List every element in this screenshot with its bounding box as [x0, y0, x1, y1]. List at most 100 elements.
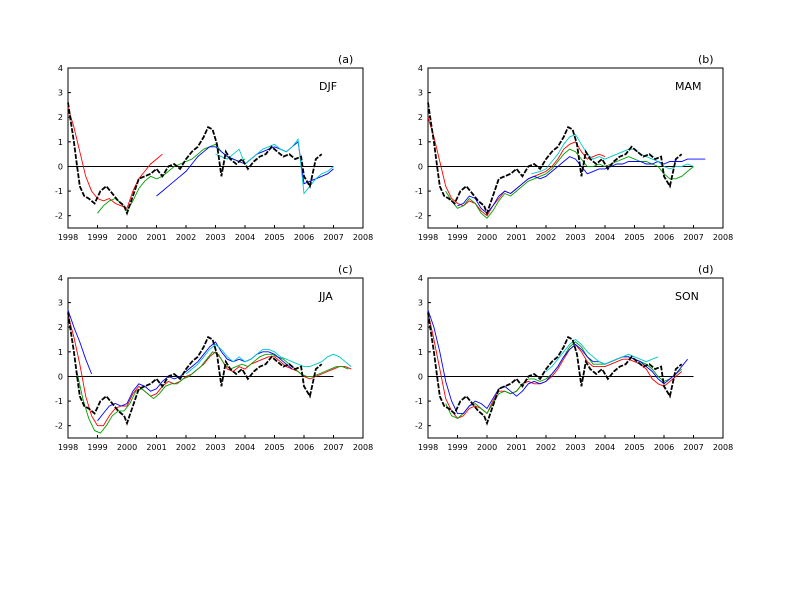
y-axis: -2 -1 0 1 2 3 4 — [55, 274, 71, 431]
x-axis: 1998 1999 2000 2001 2002 2003 2004 2005 2006 2007… — [58, 435, 373, 452]
y-axis: -2 -1 0 1 2 3 4 — [415, 64, 431, 221]
y-tick-label: 2 — [58, 113, 63, 122]
y-tick-label: 4 — [58, 274, 63, 283]
forecast-line-fc1 — [427, 312, 682, 419]
x-axis: 1998 1999 2000 2001 2002 2003 2004 2005 2006 2007… — [58, 225, 373, 242]
panel-label: (a) — [338, 53, 353, 66]
y-tick-label: 1 — [418, 138, 423, 147]
season-label: JJA — [318, 290, 333, 303]
season-label: MAM — [675, 80, 702, 93]
y-tick-label: -1 — [415, 397, 423, 406]
x-tick-label: 2006 — [294, 233, 314, 242]
x-tick-label: 2000 — [117, 233, 137, 242]
x-tick-label: 2005 — [264, 443, 284, 452]
y-tick-label: 2 — [418, 323, 423, 332]
panel-label: (c) — [338, 263, 353, 276]
x-tick-label: 2008 — [353, 443, 373, 452]
x-tick-label: 2001 — [506, 443, 526, 452]
y-tick-label: 2 — [418, 113, 423, 122]
y-tick-label: 3 — [58, 299, 63, 308]
x-axis: 1998 1999 2000 2001 2002 2003 2004 2005 2006 2007… — [418, 435, 733, 452]
panel-c: 1998 1999 2000 2001 2002 2003 2004 2005 2006 2007… — [55, 263, 373, 452]
x-tick-label: 2003 — [565, 233, 585, 242]
x-tick-label: 2000 — [477, 233, 497, 242]
x-tick-label: 2001 — [506, 233, 526, 242]
series-group — [67, 102, 334, 216]
x-tick-label: 2004 — [235, 233, 255, 242]
x-tick-label: 2006 — [294, 443, 314, 452]
forecast-line-fc2 — [445, 341, 682, 419]
x-tick-label: 2007 — [683, 443, 703, 452]
observed-line — [427, 312, 683, 426]
y-axis: -2 -1 0 1 2 3 4 — [415, 274, 431, 431]
x-tick-label: 2005 — [264, 233, 284, 242]
x-tick-label: 2002 — [176, 233, 196, 242]
forecast-line-fc3 — [97, 341, 293, 422]
season-label: DJF — [319, 80, 337, 93]
x-tick-label: 2007 — [683, 233, 703, 242]
x-tick-label: 1998 — [418, 443, 438, 452]
x-tick-label: 2005 — [624, 233, 644, 242]
observed-line — [67, 312, 323, 426]
panel-label: (b) — [698, 53, 714, 66]
x-axis: 1998 1999 2000 2001 2002 2003 2004 2005 2006 2007… — [418, 225, 733, 242]
y-tick-label: -2 — [415, 212, 423, 221]
y-tick-label: 3 — [418, 299, 423, 308]
x-tick-label: 2008 — [353, 233, 373, 242]
x-tick-label: 2007 — [323, 443, 343, 452]
x-tick-label: 2004 — [235, 443, 255, 452]
x-tick-label: 2000 — [117, 443, 137, 452]
x-tick-label: 2002 — [536, 443, 556, 452]
forecast-line-fc1 — [67, 314, 352, 427]
x-tick-label: 2003 — [565, 443, 585, 452]
x-tick-label: 1999 — [87, 443, 107, 452]
series-group — [427, 309, 688, 426]
x-tick-label: 2003 — [205, 233, 225, 242]
y-tick-label: 1 — [418, 348, 423, 357]
forecast-line-fc4 — [545, 338, 659, 372]
y-tick-label: -2 — [55, 422, 63, 431]
x-tick-label: 1998 — [58, 233, 78, 242]
panel-a: 1998 1999 2000 2001 2002 2003 2004 2005 2006 2007… — [55, 53, 373, 242]
forecast-line-fc3 — [457, 156, 706, 214]
y-tick-label: -1 — [55, 187, 63, 196]
panel-d: 1998 1999 2000 2001 2002 2003 2004 2005 2006 2007… — [415, 263, 733, 452]
observed-line — [67, 102, 323, 216]
x-tick-label: 1999 — [447, 443, 467, 452]
x-tick-label: 2007 — [323, 233, 343, 242]
y-tick-label: 0 — [418, 162, 423, 171]
y-tick-label: 2 — [58, 323, 63, 332]
x-tick-label: 2000 — [477, 443, 497, 452]
panel-label: (d) — [698, 263, 714, 276]
x-tick-label: 1998 — [418, 233, 438, 242]
season-label: SON — [675, 290, 699, 303]
x-tick-label: 1998 — [58, 443, 78, 452]
x-tick-label: 2004 — [595, 233, 615, 242]
x-tick-label: 2005 — [624, 443, 644, 452]
x-tick-label: 2004 — [595, 443, 615, 452]
y-tick-label: -1 — [55, 397, 63, 406]
y-tick-label: -2 — [55, 212, 63, 221]
y-tick-label: 4 — [418, 274, 423, 283]
y-tick-label: 3 — [418, 89, 423, 98]
panel-b: 1998 1999 2000 2001 2002 2003 2004 2005 2006 2007… — [415, 53, 733, 242]
x-tick-label: 2001 — [146, 443, 166, 452]
x-tick-label: 2008 — [713, 233, 733, 242]
x-tick-label: 1999 — [87, 233, 107, 242]
x-tick-label: 2003 — [205, 443, 225, 452]
forecast-line-fc4 — [215, 138, 334, 195]
y-axis: -2 -1 0 1 2 3 4 — [55, 64, 71, 221]
y-tick-label: 4 — [58, 64, 63, 73]
x-tick-label: 1999 — [447, 233, 467, 242]
forecast-line-fc3 — [67, 309, 93, 375]
y-tick-label: 0 — [418, 372, 423, 381]
series-group — [427, 102, 706, 219]
observed-line — [427, 102, 683, 216]
forecast-line-fc1 — [67, 107, 163, 209]
y-tick-label: 1 — [58, 138, 63, 147]
x-tick-label: 2008 — [713, 443, 733, 452]
y-tick-label: 4 — [418, 64, 423, 73]
series-group — [67, 309, 352, 434]
forecast-line-fc4 — [185, 343, 352, 375]
